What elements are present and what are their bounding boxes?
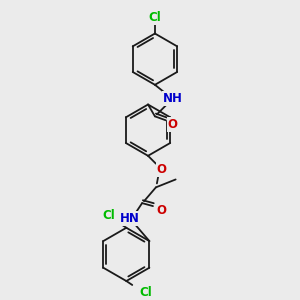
Text: Cl: Cl (140, 286, 152, 299)
Text: HN: HN (120, 212, 140, 225)
Text: Cl: Cl (148, 11, 161, 24)
Text: O: O (168, 118, 178, 131)
Text: O: O (157, 203, 167, 217)
Text: NH: NH (163, 92, 183, 105)
Text: O: O (157, 163, 167, 176)
Text: Cl: Cl (102, 209, 115, 222)
